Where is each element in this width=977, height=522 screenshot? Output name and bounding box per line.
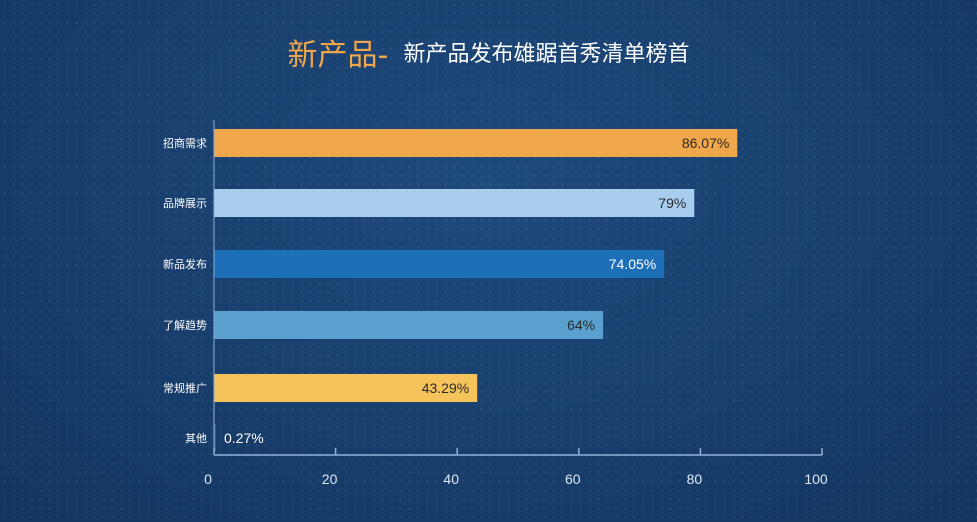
x-tick-label: 40 [443, 471, 459, 487]
category-label: 新品发布 [163, 257, 207, 271]
bar-6 [214, 424, 216, 452]
value-label: 74.05% [609, 256, 656, 272]
title-main: 新产品- [287, 38, 389, 73]
bar-3 [214, 250, 665, 278]
bar-2 [214, 189, 695, 217]
x-tick-label: 100 [804, 471, 828, 487]
title-subtitle: 新产品发布雄踞首秀清单榜首 [403, 42, 690, 67]
category-label: 品牌展示 [163, 196, 207, 210]
value-label: 86.07% [682, 135, 729, 151]
category-label: 了解趋势 [163, 318, 207, 332]
bar-1 [214, 129, 738, 157]
value-label: 0.27% [224, 430, 264, 446]
bars-layer: 招商需求 86.07% 品牌展示 79% 新品发布 74.05% 了解趋势 64% 常规推广 43… [163, 129, 738, 452]
x-tick-label: 0 [204, 471, 212, 487]
value-label: 79% [658, 195, 686, 211]
x-tick-label: 60 [565, 471, 581, 487]
value-label: 64% [567, 317, 595, 333]
x-axis: 0 20 40 60 80 100 [204, 120, 828, 487]
bar-4 [214, 311, 604, 339]
category-label: 招商需求 [163, 136, 207, 150]
bar-5 [214, 374, 478, 402]
category-label: 常规推广 [163, 381, 207, 395]
value-label: 43.29% [422, 380, 469, 396]
category-label: 其他 [185, 432, 207, 445]
chart-title: 新产品- 新产品发布雄踞首秀清单榜首 [0, 30, 977, 74]
x-tick-label: 20 [322, 471, 338, 487]
x-tick-label: 80 [687, 471, 703, 487]
